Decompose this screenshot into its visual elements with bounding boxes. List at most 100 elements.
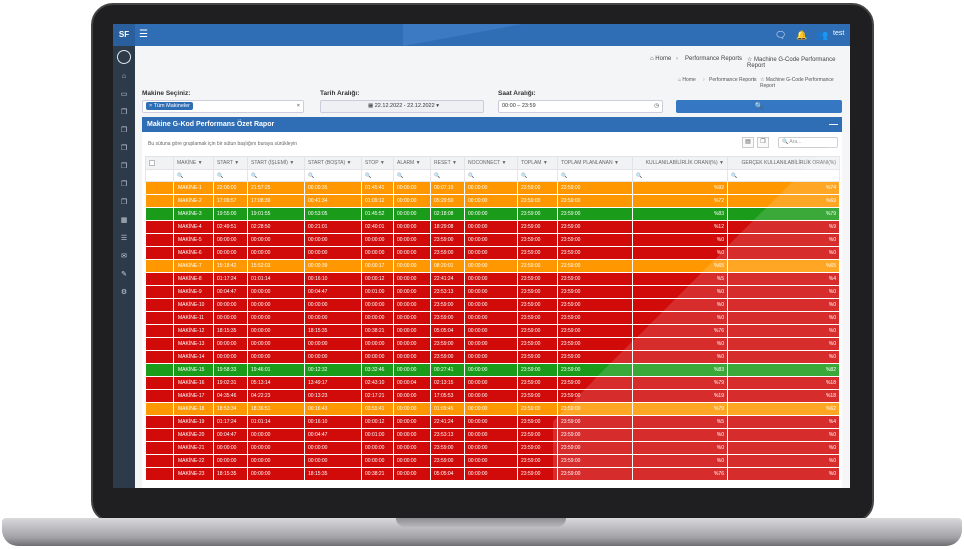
menu-icon[interactable]: ☰ [139,29,148,40]
row-select-cell[interactable] [145,454,174,468]
row-select-cell[interactable] [145,402,174,416]
column-header[interactable]: NOCONNECT ▼ [464,156,518,170]
logo-icon[interactable] [117,50,131,64]
row-select-cell[interactable] [145,246,174,260]
row-select-cell[interactable] [145,207,174,221]
breadcrumb-home[interactable]: ⌂ Home [650,56,672,62]
row-select-cell[interactable] [145,441,174,455]
table-row[interactable]: MAKİNE-3 19:55:00 19:01:55 00:53:05 01:45:52… [145,207,840,221]
export-pdf-icon[interactable]: ▤ [742,137,754,148]
row-select-cell[interactable] [145,194,174,208]
select-all-checkbox[interactable] [149,159,155,166]
table-row[interactable]: MAKİNE-20 00:04:47 00:00:00 00:04:47 00:01:0… [145,428,840,442]
table-row[interactable]: MAKİNE-17 04:35:46 04:22:23 00:13:23 02:17:2… [145,389,840,403]
row-select-cell[interactable] [145,324,174,338]
chat-icon[interactable]: 🗨 [775,30,787,40]
time-range-input[interactable]: 00:00 – 23:59 ◷ [498,100,663,113]
row-select-cell[interactable] [145,233,174,247]
column-header[interactable]: MAKİNE ▼ [173,156,214,170]
filter-icon[interactable]: ▼ [234,160,240,166]
column-header[interactable]: STOP ▼ [361,156,394,170]
table-row[interactable]: MAKİNE-21 00:00:00 00:00:00 00:00:00 00:00:0… [145,441,840,455]
breadcrumb-home-small[interactable]: ⌂ Home [678,77,696,83]
table-row[interactable]: MAKİNE-9 00:04:47 00:00:00 00:04:47 00:01:00… [145,285,840,299]
table-row[interactable]: MAKİNE-12 18:15:35 00:00:00 18:15:35 00:38:2… [145,324,840,338]
column-header[interactable]: START (İŞLEMİ) ▼ [247,156,305,170]
table-row[interactable]: MAKİNE-11 00:00:00 00:00:00 00:00:00 00:00:0… [145,311,840,325]
column-filter-input[interactable]: 🔍 [464,169,518,182]
column-filter-input[interactable]: 🔍 [393,169,431,182]
clear-icon[interactable]: × [296,103,300,109]
column-header[interactable]: TOPLAM PLANLANAN ▼ [557,156,633,170]
home-icon[interactable]: ⌂ [121,73,127,80]
table-row[interactable]: MAKİNE-5 00:00:00 00:00:00 00:00:00 00:00:00… [145,233,840,247]
mail-icon[interactable]: ✉ [121,253,127,260]
date-range-input[interactable]: ▦ 22.12.2022 - 22.12.2022 ▾ [320,100,484,113]
column-filter-input[interactable]: 🔍 [173,169,214,182]
table-row[interactable]: MAKİNE-1 22:00:00 21:57:25 00:00:35 01:45:41… [145,181,840,195]
filter-icon[interactable]: ▼ [542,160,548,166]
filter-icon[interactable]: ▼ [415,160,421,166]
table-row[interactable]: MAKİNE-22 00:00:00 00:00:00 00:00:00 00:00:0… [145,454,840,468]
calendar-icon[interactable]: ▦ [120,217,128,224]
brand-logo[interactable]: SF [113,24,135,46]
column-filter-input[interactable]: 🔍 [727,169,840,182]
column-filter-input[interactable]: 🔍 [304,169,362,182]
document-icon[interactable]: ❐ [120,127,128,134]
row-select-cell[interactable] [145,285,174,299]
table-row[interactable]: MAKİNE-10 00:00:00 00:00:00 00:00:00 00:00:0… [145,298,840,312]
column-header[interactable]: KULLANILABİLİRLİK ORANI(%) ▼ [632,156,728,170]
table-row[interactable]: MAKİNE-7 15:18:42 15:52:03 00:00:39 00:00:17… [145,259,840,273]
column-header[interactable]: START ▼ [213,156,248,170]
table-row[interactable]: MAKİNE-15 19:58:33 19:46:01 00:12:32 03:32:4… [145,363,840,377]
row-select-cell[interactable] [145,259,174,273]
row-select-cell[interactable] [145,428,174,442]
document-icon[interactable]: ❐ [120,181,128,188]
filter-icon[interactable]: ▼ [197,160,203,166]
collapse-icon[interactable]: — [829,119,838,129]
filter-icon[interactable]: ▼ [451,160,457,166]
row-select-cell[interactable] [145,350,174,364]
machine-tag[interactable]: × Tüm Makineler [146,102,194,110]
grid-search-input[interactable]: 🔍 Ara... [778,137,838,148]
table-row[interactable]: MAKİNE-23 18:15:35 00:00:00 18:15:35 00:38:2… [145,467,840,481]
row-select-cell[interactable] [145,389,174,403]
document-icon[interactable]: ❐ [120,163,128,170]
group-panel-hint[interactable]: Bu sütuna göre gruplamak için bir sütun … [148,141,297,147]
table-row[interactable]: MAKİNE-8 01:17:24 01:01:14 00:16:10 00:00:12… [145,272,840,286]
table-row[interactable]: MAKİNE-13 00:00:00 00:00:00 00:00:00 00:00:0… [145,337,840,351]
row-select-cell[interactable] [145,415,174,429]
row-select-cell[interactable] [145,272,174,286]
filter-icon[interactable]: ▼ [613,160,619,166]
filter-icon[interactable]: ▼ [289,160,295,166]
export-excel-icon[interactable]: ❐ [757,137,769,148]
table-row[interactable]: MAKİNE-14 00:00:00 00:00:00 00:00:00 00:00:0… [145,350,840,364]
row-select-cell[interactable] [145,298,174,312]
breadcrumb-reports[interactable]: Performance Reports [685,56,743,62]
row-select-cell[interactable] [145,376,174,390]
column-filter-input[interactable]: 🔍 [557,169,633,182]
column-header[interactable]: RESET ▼ [430,156,465,170]
column-filter-input[interactable]: 🔍 [247,169,305,182]
document-icon[interactable]: ❐ [120,145,128,152]
filter-icon[interactable]: ▼ [346,160,352,166]
machine-select[interactable]: × Tüm Makineler × [142,100,304,113]
column-filter-input[interactable]: 🔍 [430,169,465,182]
column-filter-input[interactable]: 🔍 [632,169,728,182]
filter-icon[interactable]: ▼ [379,160,385,166]
table-row[interactable]: MAKİNE-2 17:09:57 17:08:39 00:41:34 01:09:12… [145,194,840,208]
select-all-header[interactable] [145,156,174,170]
monitor-icon[interactable]: ▭ [120,91,128,98]
user-name[interactable]: test [833,30,845,37]
table-row[interactable]: MAKİNE-6 00:00:00 00:00:00 00:00:00 00:00:00… [145,246,840,260]
bell-icon[interactable]: 🔔 [796,30,808,40]
row-select-cell[interactable] [145,363,174,377]
wrench-icon[interactable]: ✎ [121,271,127,278]
table-row[interactable]: MAKİNE-16 19:02:31 05:13:14 13:49:17 02:43:1… [145,376,840,390]
table-row[interactable]: MAKİNE-19 01:17:24 01:01:14 00:16:10 00:00:1… [145,415,840,429]
document-icon[interactable]: ❐ [120,199,128,206]
breadcrumb-reports-small[interactable]: Performance Reports [709,77,757,83]
search-button[interactable]: 🔍 [676,100,842,113]
column-filter-input[interactable]: 🔍 [361,169,394,182]
document-icon[interactable]: ❐ [120,109,128,116]
